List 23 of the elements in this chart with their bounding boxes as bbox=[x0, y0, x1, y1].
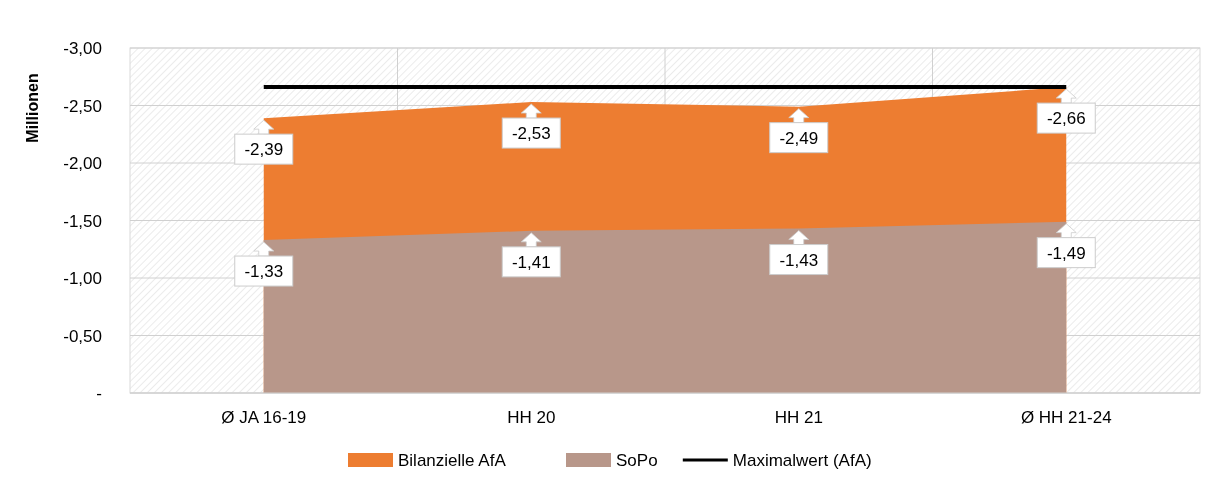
y-tick-label: -2,00 bbox=[63, 154, 102, 173]
y-tick-label: -0,50 bbox=[63, 326, 102, 346]
x-tick-label: HH 21 bbox=[774, 408, 823, 427]
data-label: -1,43 bbox=[779, 250, 819, 270]
legend-label: Maximalwert (AfA) bbox=[732, 451, 872, 470]
data-label: -2,39 bbox=[244, 140, 284, 160]
data-label: -2,53 bbox=[511, 124, 551, 144]
y-tick-label: -1,00 bbox=[63, 269, 102, 288]
data-label: -2,49 bbox=[779, 128, 819, 148]
legend-label: Bilanzielle AfA bbox=[398, 451, 507, 470]
x-tick-label: HH 20 bbox=[507, 408, 556, 427]
data-label: -2,66 bbox=[1046, 109, 1086, 129]
y-tick-label: -3,00 bbox=[63, 39, 102, 58]
data-label: -1,33 bbox=[244, 262, 284, 282]
y-tick-label: -1,50 bbox=[63, 211, 102, 231]
y-tick-label: -2,50 bbox=[63, 96, 102, 116]
data-label: -1,49 bbox=[1046, 243, 1086, 263]
y-axis-title: Millionen bbox=[24, 73, 41, 143]
x-tick-label: Ø HH 21-24 bbox=[1020, 408, 1112, 427]
legend-label: SoPo bbox=[616, 451, 658, 470]
y-tick-label: - bbox=[96, 384, 102, 403]
x-tick-label: Ø JA 16-19 bbox=[221, 408, 307, 427]
data-label: -1,41 bbox=[511, 252, 551, 272]
